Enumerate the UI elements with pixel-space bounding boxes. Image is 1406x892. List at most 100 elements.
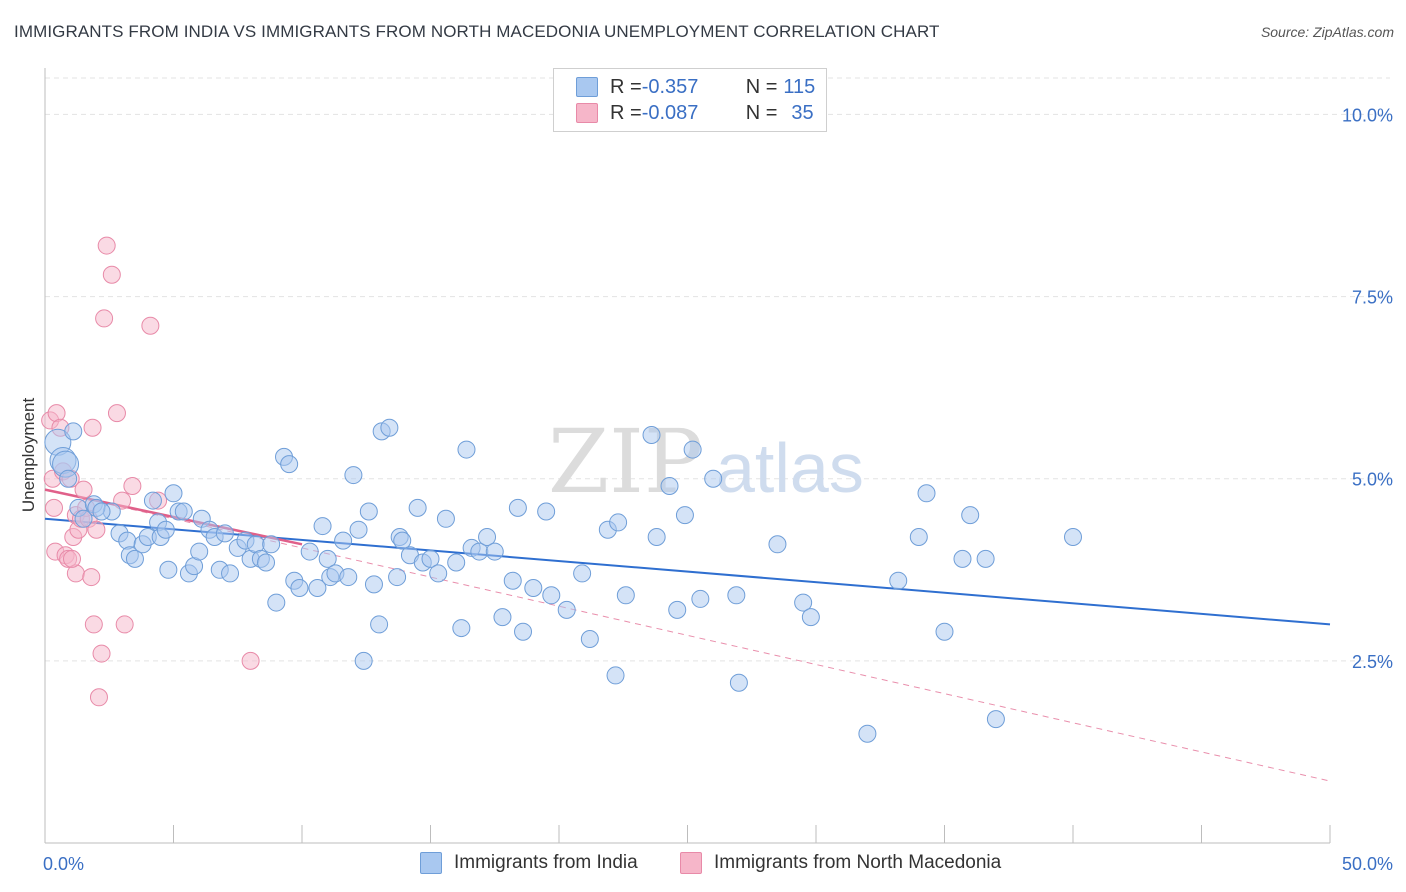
point-north-macedonia — [115, 615, 134, 634]
legend-item-north-macedonia: Immigrants from North Macedonia — [680, 852, 1001, 874]
point-north-macedonia — [62, 549, 81, 568]
point-india — [215, 524, 234, 543]
india-swatch — [576, 77, 598, 97]
point-india — [660, 477, 679, 495]
point-india — [557, 600, 576, 619]
point-india — [691, 589, 710, 608]
y-tick-label: 10.0% — [1342, 105, 1393, 125]
point-india — [290, 579, 309, 597]
point-india — [143, 491, 162, 510]
point-india — [421, 549, 440, 568]
point-india — [768, 535, 787, 554]
chart-source: Source: ZipAtlas.com — [1260, 24, 1394, 40]
point-india — [221, 564, 240, 583]
legend-r-label-india: R = — [610, 75, 642, 98]
point-india — [935, 622, 954, 641]
point-india — [917, 484, 936, 503]
legend-item-india: Immigrants from India — [420, 852, 638, 874]
legend-swatch-north-macedonia — [680, 852, 702, 874]
point-india — [429, 564, 448, 583]
point-india — [92, 502, 111, 521]
point-india — [606, 666, 625, 685]
point-india — [257, 553, 276, 572]
point-india — [364, 575, 383, 594]
point-india — [59, 469, 78, 488]
watermark: ZIP atlas — [548, 410, 864, 513]
trend-lines — [44, 488, 1331, 782]
point-india — [609, 513, 628, 532]
point-india — [339, 568, 358, 587]
point-india — [354, 651, 373, 670]
point-north-macedonia — [89, 688, 108, 707]
chart-title: IMMIGRANTS FROM INDIA VS IMMIGRANTS FROM… — [14, 22, 940, 41]
y-axis-label: Unemployment — [19, 398, 38, 513]
point-india — [1064, 528, 1082, 546]
point-india — [542, 586, 561, 605]
series-legend: Immigrants from India Immigrants from No… — [0, 852, 1406, 878]
point-india — [164, 484, 183, 503]
correlation-legend: R = -0.357 N = 115 R = -0.087 N = 35 — [553, 68, 827, 132]
point-north-macedonia — [97, 236, 116, 255]
point-north-macedonia — [87, 520, 106, 539]
point-india — [447, 553, 466, 572]
point-india — [436, 509, 455, 528]
point-india — [493, 608, 512, 627]
point-india — [156, 520, 175, 539]
point-india — [976, 549, 995, 568]
watermark-zip: ZIP — [548, 410, 703, 513]
point-india — [675, 506, 694, 525]
legend-label-india: Immigrants from India — [454, 852, 638, 873]
legend-r-value-india: -0.357 — [641, 75, 699, 98]
point-north-macedonia — [92, 644, 111, 663]
grid-lines — [45, 77, 1390, 662]
point-north-macedonia — [74, 480, 93, 499]
point-india — [729, 673, 748, 692]
legend-label-north-macedonia: Immigrants from North Macedonia — [714, 852, 1002, 873]
point-india — [524, 579, 543, 597]
legend-n-label-india: N = — [745, 75, 778, 98]
point-india — [344, 466, 363, 485]
north-macedonia-swatch — [576, 103, 598, 123]
point-india — [580, 630, 599, 648]
axes — [44, 68, 1331, 844]
point-india — [508, 498, 527, 517]
point-india — [573, 564, 592, 583]
x-tick-label: 50.0% — [1342, 854, 1393, 874]
point-india — [190, 542, 209, 561]
point-north-macedonia — [102, 265, 121, 284]
point-india — [359, 502, 378, 521]
point-india — [318, 549, 337, 568]
legend-n-label-nm: N = — [745, 101, 778, 124]
legend-n-value-india: 115 — [783, 75, 816, 98]
point-india — [514, 622, 533, 641]
point-india — [159, 560, 178, 579]
point-india — [408, 498, 427, 517]
point-india — [267, 593, 286, 612]
point-india — [457, 440, 476, 459]
point-india — [801, 608, 820, 627]
point-india — [485, 542, 504, 561]
point-north-macedonia — [44, 498, 63, 517]
point-india — [370, 615, 389, 634]
legend-row-north-macedonia: R = -0.087 N = 35 — [576, 101, 814, 125]
point-india — [380, 418, 399, 437]
legend-n-value-nm: 35 — [791, 101, 814, 124]
point-india — [393, 531, 412, 550]
point-india — [858, 724, 877, 743]
y-tick-label: 2.5% — [1352, 652, 1393, 672]
point-india — [300, 542, 319, 561]
point-india — [174, 502, 193, 521]
point-india — [647, 528, 666, 546]
point-india — [334, 531, 353, 550]
point-india — [388, 568, 407, 587]
point-north-macedonia — [107, 404, 126, 423]
point-india — [452, 619, 471, 638]
x-tick-label: 0.0% — [43, 854, 84, 874]
point-india — [313, 517, 332, 536]
point-north-macedonia — [241, 651, 260, 670]
point-india — [909, 528, 928, 546]
point-india — [727, 586, 746, 605]
legend-r-label-nm: R = — [610, 101, 642, 124]
point-india — [537, 502, 556, 521]
